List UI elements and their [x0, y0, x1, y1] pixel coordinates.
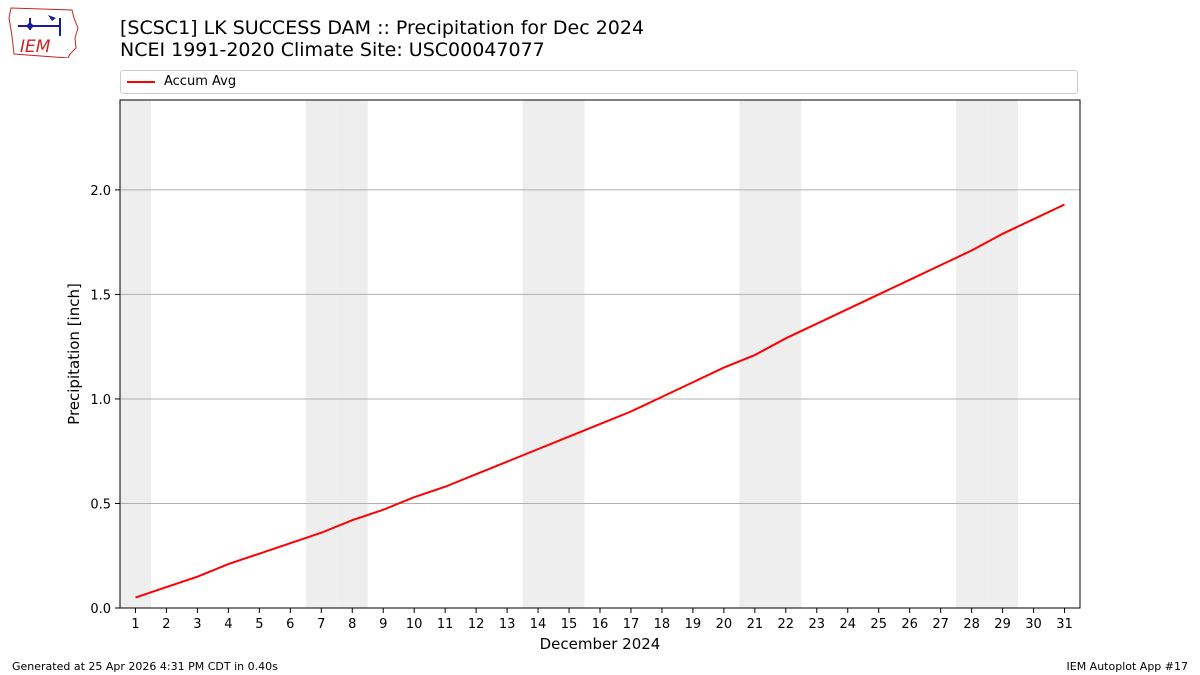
x-tick-label: 2: [162, 617, 170, 632]
weekend-band: [987, 100, 1019, 608]
x-tick-label: 14: [530, 617, 547, 632]
x-tick-label: 5: [255, 617, 263, 632]
weekend-band: [770, 100, 802, 608]
y-axis-label: Precipitation [inch]: [65, 283, 83, 425]
x-tick-label: 10: [406, 617, 423, 632]
x-tick-label: 21: [747, 617, 764, 632]
app-label: IEM Autoplot App #17: [1066, 660, 1189, 673]
x-tick-label: 9: [379, 617, 387, 632]
x-tick-label: 19: [685, 617, 702, 632]
x-tick-label: 13: [499, 617, 516, 632]
title-line-1: [SCSC1] LK SUCCESS DAM :: Precipitation …: [120, 17, 645, 39]
weekend-band: [553, 100, 585, 608]
x-tick-label: 8: [348, 617, 356, 632]
y-tick-label: 0.5: [90, 497, 111, 512]
x-tick-label: 29: [994, 617, 1011, 632]
x-tick-label: 23: [809, 617, 826, 632]
x-tick-label: 16: [592, 617, 609, 632]
y-tick-label: 0.0: [90, 602, 111, 617]
iem-logo-text: IEM: [20, 37, 51, 57]
y-axis: 0.0 0.5 1.0 1.5 2.0: [90, 184, 120, 617]
x-tick-label: 6: [286, 617, 294, 632]
chart-title: [SCSC1] LK SUCCESS DAM :: Precipitation …: [120, 17, 644, 61]
x-tick-label: 7: [317, 617, 325, 632]
legend-swatch-accum-avg: [127, 81, 155, 83]
x-tick-label: 31: [1056, 617, 1073, 632]
legend-label-accum-avg: Accum Avg: [164, 74, 237, 89]
x-tick-label: 11: [437, 617, 454, 632]
x-tick-label: 24: [839, 617, 856, 632]
x-tick-label: 25: [870, 617, 887, 632]
plot-frame: [119, 99, 1081, 609]
weekend-band: [522, 100, 554, 608]
x-tick-label: 30: [1025, 617, 1042, 632]
weekend-band: [305, 100, 337, 608]
iem-logo: IEM: [8, 6, 80, 59]
weekend-band: [956, 100, 988, 608]
y-tick-label: 1.5: [90, 288, 111, 303]
x-tick-label: 28: [963, 617, 980, 632]
x-tick-label: 26: [901, 617, 918, 632]
x-tick-label: 15: [561, 617, 578, 632]
y-tick-label: 2.0: [90, 184, 111, 199]
x-tick-label: 22: [778, 617, 795, 632]
x-axis: 1 2 3 4 5 6 7 8 9 10 11 12 13 14 15 16 17 18 19 20 21 22 23 24 2…: [131, 608, 1073, 632]
legend: Accum Avg: [120, 70, 1078, 94]
x-tick-label: 20: [716, 617, 733, 632]
x-tick-label: 27: [932, 617, 949, 632]
weekend-bands: [120, 100, 1019, 608]
x-tick-label: 12: [468, 617, 485, 632]
x-tick-label: 4: [224, 617, 232, 632]
x-tick-label: 17: [623, 617, 640, 632]
grid-lines: [120, 189, 1080, 504]
y-tick-label: 1.0: [90, 393, 111, 408]
x-axis-label: December 2024: [540, 635, 661, 653]
x-tick-label: 1: [131, 617, 139, 632]
weekend-band: [120, 100, 151, 608]
x-tick-label: 3: [193, 617, 201, 632]
series-line-accum-avg: [135, 203, 1065, 599]
weekend-band: [336, 100, 368, 608]
title-line-2: NCEI 1991-2020 Climate Site: USC00047077: [120, 39, 545, 61]
generated-timestamp: Generated at 25 Apr 2026 4:31 PM CDT in …: [12, 660, 278, 673]
x-tick-label: 18: [654, 617, 671, 632]
